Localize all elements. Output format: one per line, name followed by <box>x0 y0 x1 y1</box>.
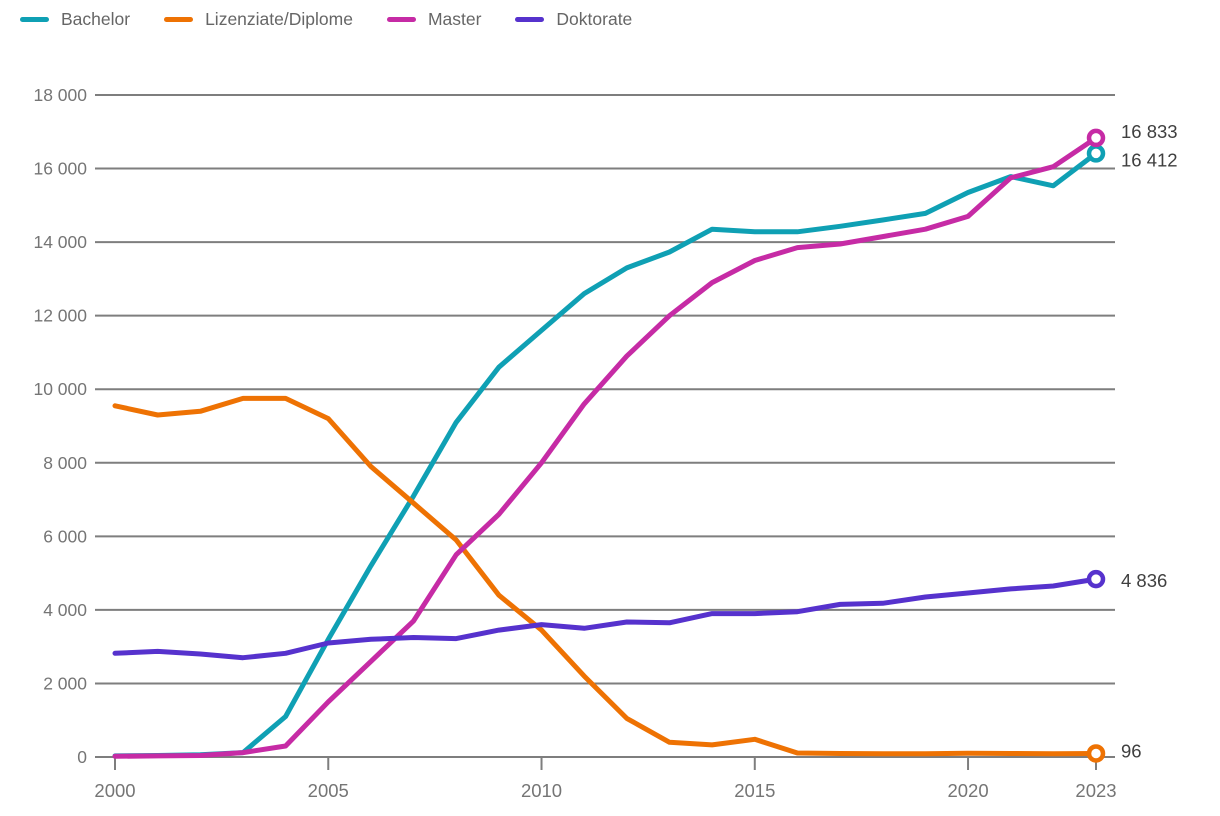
bachelor-line-swatch-icon <box>20 16 49 22</box>
y-axis-tick-label: 16 000 <box>33 159 87 179</box>
lizenziate-line-swatch-icon <box>164 16 194 22</box>
y-axis-tick-label: 14 000 <box>33 232 87 252</box>
x-axis-tick-label: 2015 <box>734 780 775 801</box>
series-line-doktorate[interactable] <box>112 576 1099 661</box>
series-end-value-label: 16 412 <box>1121 149 1178 170</box>
legend-item-lizenziate-diplome[interactable]: Lizenziate/Diplome <box>164 9 353 30</box>
series-end-value-label: 16 833 <box>1121 121 1178 142</box>
y-axis-tick-label: 2 000 <box>43 673 87 693</box>
legend-label-bachelor: Bachelor <box>61 8 131 29</box>
doktorate-line-swatch-icon <box>515 16 545 22</box>
series-endpoint-marker-bachelor[interactable] <box>1086 144 1106 163</box>
legend-label-lizenziate-diplome: Lizenziate/Diplome <box>205 8 353 29</box>
series-endpoint-marker-doktorate[interactable] <box>1086 569 1106 589</box>
y-axis-tick-label: 10 000 <box>33 379 87 399</box>
series-endpoint-marker-master[interactable] <box>1086 128 1106 148</box>
y-axis-tick-label: 18 000 <box>33 85 87 105</box>
series-line-bachelor[interactable] <box>112 150 1099 759</box>
legend-item-bachelor[interactable]: Bachelor <box>20 9 130 30</box>
x-axis-tick-label: 2005 <box>308 780 349 801</box>
legend-label-master: Master <box>427 8 482 29</box>
x-axis-tick-label: 2010 <box>521 780 562 801</box>
series-end-value-label: 4 836 <box>1121 570 1167 591</box>
x-axis-tick-label: 2020 <box>947 780 988 801</box>
chart-legend: Bachelor Lizenziate/Diplome Master Dokto… <box>20 6 632 32</box>
master-line-swatch-icon <box>386 16 416 22</box>
y-axis-tick-label: 8 000 <box>43 453 87 473</box>
x-axis-tick-label: 2000 <box>94 780 135 801</box>
y-axis-tick-label: 6 000 <box>43 526 87 546</box>
y-axis-tick-label: 4 000 <box>43 600 87 620</box>
series-endpoint-marker-lizenziate-diplome[interactable] <box>1086 744 1106 763</box>
legend-label-doktorate: Doktorate <box>556 8 633 29</box>
series-end-value-label: 96 <box>1121 740 1142 761</box>
series-line-master[interactable] <box>112 135 1099 759</box>
y-axis-tick-label: 0 <box>77 747 87 767</box>
x-axis-tick-label: 2023 <box>1075 780 1116 801</box>
legend-item-doktorate[interactable]: Doktorate <box>515 9 632 30</box>
legend-item-master[interactable]: Master <box>386 8 482 30</box>
series-line-lizenziate-diplome[interactable] <box>112 395 1099 757</box>
y-axis-tick-label: 12 000 <box>33 306 87 326</box>
